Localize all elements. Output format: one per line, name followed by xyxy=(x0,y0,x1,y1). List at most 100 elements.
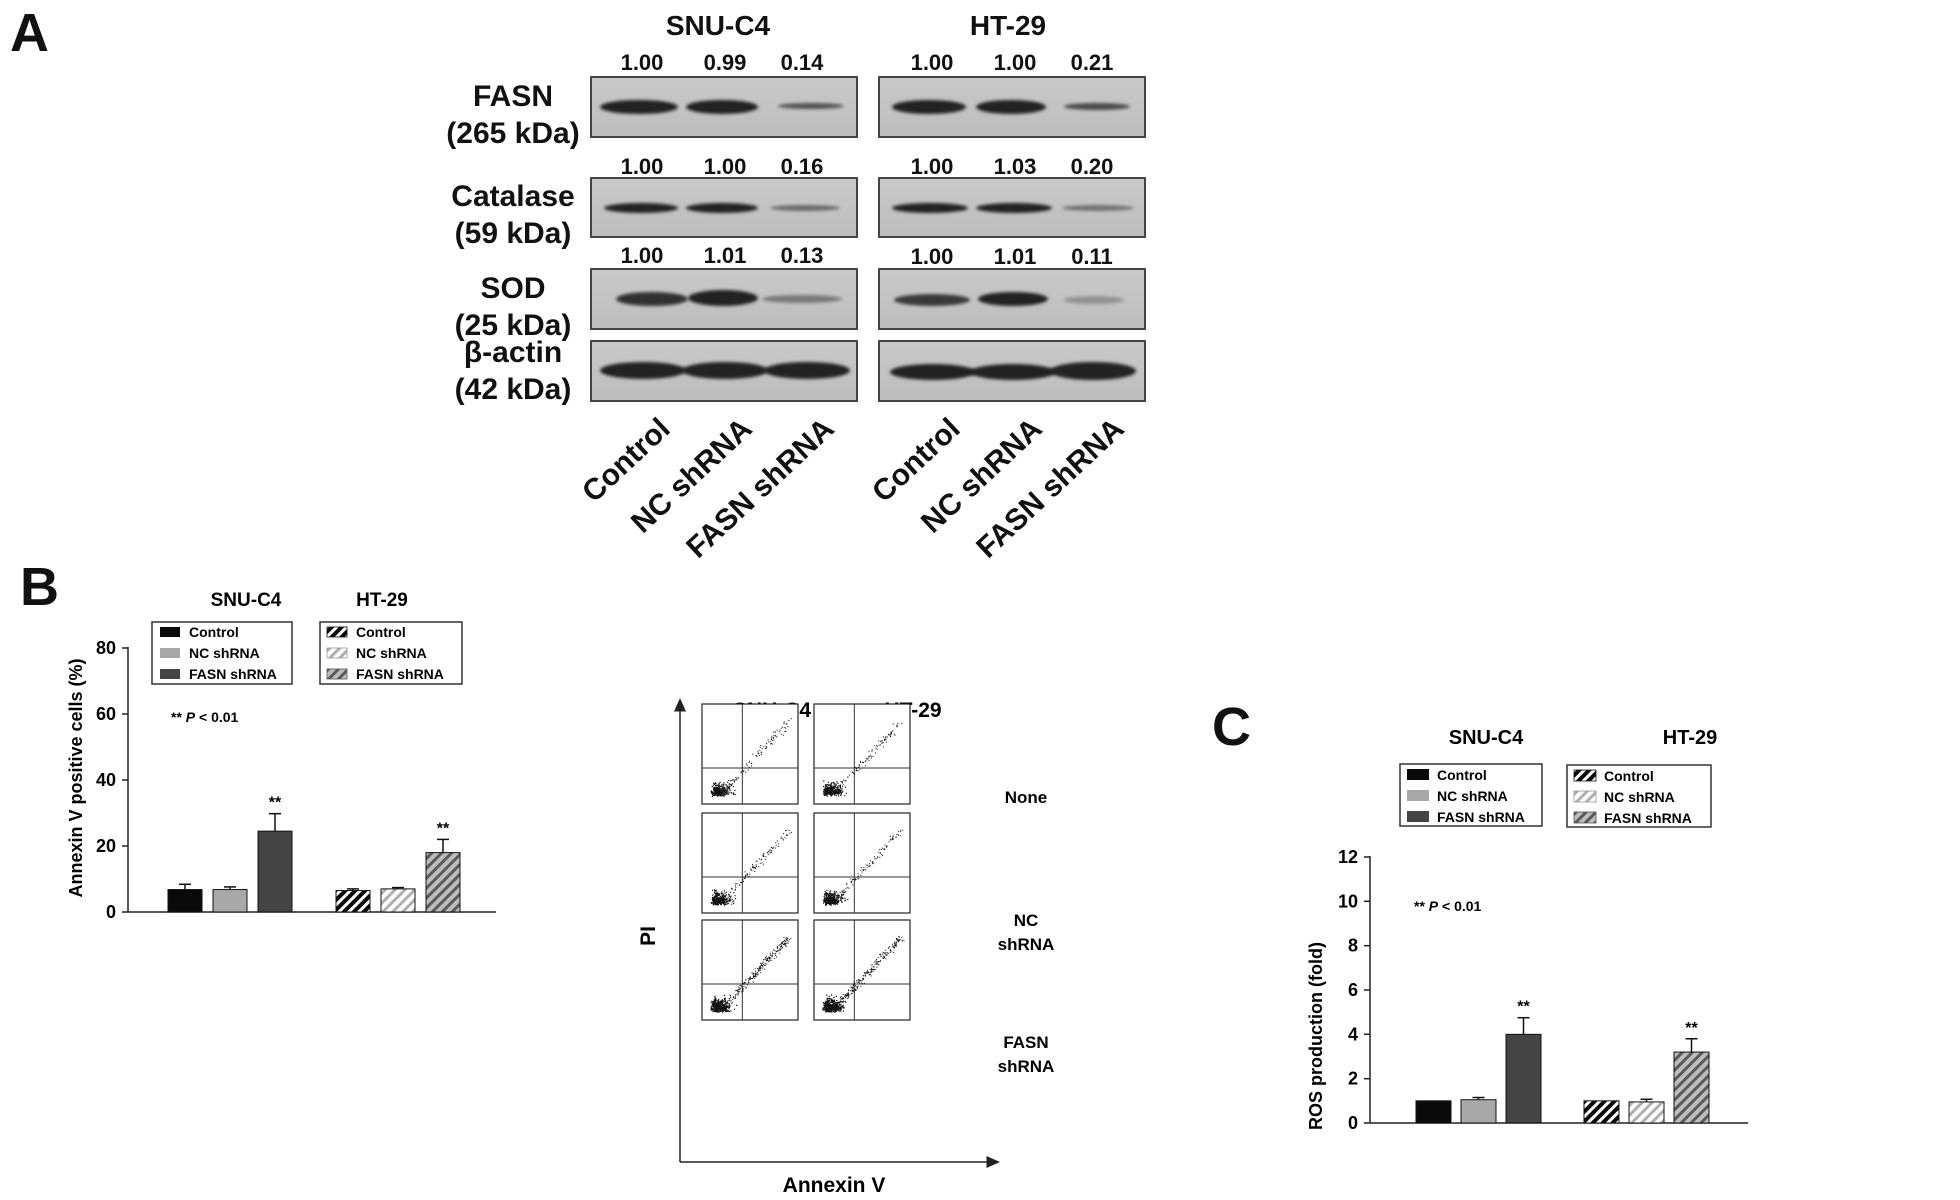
quant-fasn-ht-nc: 1.00 xyxy=(993,50,1037,75)
band xyxy=(892,100,966,114)
bar-title-snu-c4: SNU-C4 xyxy=(211,590,282,611)
flow-plot-snu-c4-nc-shrna xyxy=(701,812,799,914)
significance-star: ** xyxy=(1685,1020,1698,1037)
legend-swatch-control xyxy=(326,626,348,638)
band xyxy=(976,203,1052,213)
blot-fasn-ht-29 xyxy=(878,76,1146,138)
flow-plot-frame xyxy=(813,812,911,914)
svg-text:NC: NC xyxy=(1014,911,1039,930)
quant-catalase-ht-fasn: 0.20 xyxy=(1070,154,1114,179)
quant-fasn-snu-control: 1.00 xyxy=(620,50,664,75)
ros-legend-ht-29: Control NC shRNA FASN shRNA xyxy=(1566,764,1712,828)
y-tick-label: 60 xyxy=(96,704,116,724)
quant-sod-snu-nc: 1.01 xyxy=(703,243,747,268)
legend-swatch-control xyxy=(1407,769,1429,780)
flow-x-label: Annexin V xyxy=(783,1174,886,1197)
legend-swatch-fasn-shrna xyxy=(160,669,180,679)
legend-label-control: Control xyxy=(356,624,406,640)
bar-snu-c4-nc-shrna xyxy=(1460,1099,1497,1124)
flow-dots xyxy=(710,718,792,798)
band xyxy=(978,292,1048,306)
annexin-bar-chart: SNU-C4 HT-29 Control NC shRNA FASN shRNA… xyxy=(66,590,496,922)
protein-name: SOD xyxy=(480,272,546,305)
flow-plot-frame xyxy=(701,812,799,914)
blot-sod-ht-29 xyxy=(878,268,1146,330)
flow-row-label-nc-shrna: NC shRNA xyxy=(998,911,1055,954)
flow-plot-snu-c4-fasn-shrna xyxy=(701,919,799,1021)
legend-swatch-control xyxy=(1573,769,1597,782)
legend-swatch-nc-shrna xyxy=(1573,790,1597,803)
blot-sod-snu-c4 xyxy=(590,268,858,330)
legend-label-fasn-shrna: FASN shRNA xyxy=(356,666,444,682)
protein-size: (42 kDa) xyxy=(454,373,572,406)
y-tick-label: 10 xyxy=(1338,891,1358,911)
flow-dots xyxy=(710,829,792,906)
svg-text:shRNA: shRNA xyxy=(998,1057,1055,1076)
y-tick-label: 6 xyxy=(1348,980,1358,1000)
band xyxy=(1050,362,1136,380)
y-tick-label: 80 xyxy=(96,638,116,658)
band xyxy=(892,203,968,213)
legend-label-control: Control xyxy=(189,624,239,640)
blot-catalase-ht-29 xyxy=(878,177,1146,238)
legend-label-nc-shrna: NC shRNA xyxy=(189,645,260,661)
band xyxy=(686,203,758,213)
legend-label-fasn-shrna: FASN shRNA xyxy=(189,666,277,682)
legend-snu-c4: Control NC shRNA FASN shRNA xyxy=(151,621,293,685)
band xyxy=(1062,205,1134,211)
quant-catalase-snu-fasn: 0.16 xyxy=(780,154,824,179)
flow-plots xyxy=(701,703,911,1021)
flow-plot-frame xyxy=(813,703,911,805)
flow-dots xyxy=(822,829,904,906)
ros-significance-note: ** P < 0.01 xyxy=(1414,898,1482,914)
legend-swatch-control xyxy=(160,627,180,637)
quant-catalase-snu-control: 1.00 xyxy=(620,154,664,179)
band xyxy=(600,362,686,379)
bar-title-ht-29: HT-29 xyxy=(356,590,408,611)
legend-swatch-nc-shrna xyxy=(1407,790,1429,801)
ros-title-snu-c4: SNU-C4 xyxy=(1449,727,1524,749)
annexin-bars: ** ** xyxy=(167,795,461,913)
quant-catalase-ht-nc: 1.03 xyxy=(993,154,1037,179)
blot-title-snu-c4: SNU-C4 xyxy=(665,10,771,41)
y-tick-label: 2 xyxy=(1348,1069,1358,1089)
band xyxy=(762,295,842,303)
band xyxy=(1064,103,1130,110)
legend-label-control: Control xyxy=(1604,768,1654,784)
ros-bar-chart: SNU-C4 HT-29 Control NC shRNA FASN shRNA… xyxy=(1306,727,1748,1133)
band xyxy=(976,100,1046,114)
y-axis-label: Annexin V positive cells (%) xyxy=(66,658,86,897)
legend-label-nc-shrna: NC shRNA xyxy=(1437,788,1508,804)
legend-swatch-fasn-shrna xyxy=(326,668,348,680)
blot-beta-actin-ht-29 xyxy=(878,340,1146,402)
quant-sod-ht-fasn: 0.11 xyxy=(1071,244,1113,269)
legend-ht-29: Control NC shRNA FASN shRNA xyxy=(319,621,463,685)
protein-size: (25 kDa) xyxy=(454,309,572,342)
protein-size: (265 kDa) xyxy=(446,117,580,150)
panel-c-letter: C xyxy=(1212,697,1251,757)
flow-y-label: PI xyxy=(637,926,660,946)
flow-dots xyxy=(710,936,792,1013)
legend-label-control: Control xyxy=(1437,767,1487,783)
protein-size: (59 kDa) xyxy=(454,217,572,250)
protein-label-sod: SOD (25 kDa) xyxy=(418,270,608,344)
significance-star: ** xyxy=(269,795,282,812)
flow-row-label-fasn-shrna: FASN shRNA xyxy=(998,1033,1055,1076)
protein-name: β-actin xyxy=(463,336,563,369)
blot-beta-actin-snu-c4 xyxy=(590,340,858,402)
flow-plot-ht-29-none xyxy=(813,703,911,805)
protein-name: FASN xyxy=(472,80,553,113)
y-ticks: 0 20 40 60 80 xyxy=(96,638,128,922)
ros-title-ht-29: HT-29 xyxy=(1663,727,1717,749)
legend-swatch-nc-shrna xyxy=(160,648,180,658)
band xyxy=(970,364,1056,380)
flow-plot-ht-29-nc-shrna xyxy=(813,812,911,914)
band xyxy=(894,294,970,306)
legend-label-nc-shrna: NC shRNA xyxy=(1604,789,1675,805)
band xyxy=(686,100,758,114)
quant-sod-ht-control: 1.00 xyxy=(910,244,954,269)
band xyxy=(682,362,768,379)
svg-text:None: None xyxy=(1005,788,1048,807)
flow-row-label-none: None xyxy=(1005,788,1048,807)
flow-plot-snu-c4-none xyxy=(701,703,799,805)
